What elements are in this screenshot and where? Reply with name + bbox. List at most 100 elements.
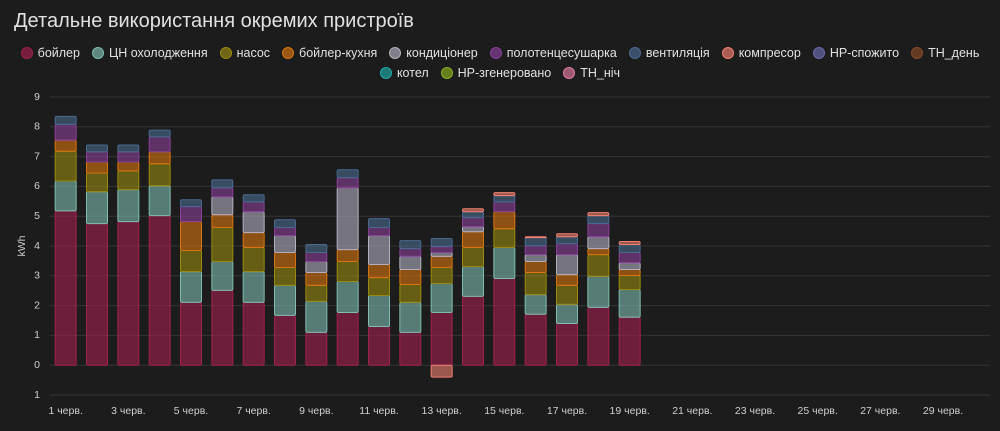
bar-segment	[556, 236, 578, 245]
legend-item[interactable]: HP-згенеровано	[440, 66, 551, 80]
legend-label: компресор	[738, 46, 801, 60]
legend-item[interactable]: ТН_ніч	[563, 66, 620, 80]
legend-label: котел	[396, 66, 429, 80]
bar-segment	[211, 179, 234, 189]
y-tick-label: 7	[34, 150, 40, 162]
x-tick-label: 3 черв.	[111, 405, 145, 417]
legend-item[interactable]: бойлер-кухня	[282, 46, 377, 60]
bar-segment	[336, 187, 359, 251]
legend-swatch	[219, 47, 232, 59]
bar-segment	[211, 260, 234, 291]
x-tick-label: 7 черв.	[236, 405, 270, 417]
bar-segment	[556, 274, 578, 286]
bar-segment	[524, 237, 547, 247]
bar-segment	[180, 271, 202, 303]
bar-segment	[430, 238, 453, 248]
bar-segment	[368, 235, 390, 265]
bar-segment	[430, 246, 453, 254]
bar-segment	[493, 228, 516, 248]
bar-segment	[148, 185, 171, 217]
bar-segment	[148, 215, 171, 366]
bar-segment	[274, 235, 296, 254]
legend-swatch	[563, 67, 576, 79]
bar-segment	[524, 260, 547, 274]
bar-segment	[180, 199, 202, 208]
bar-segment	[54, 150, 77, 182]
bar-segment	[556, 303, 578, 324]
legend-swatch	[628, 47, 641, 59]
bar-segment	[305, 272, 328, 286]
bar-segment	[493, 277, 516, 366]
bar-segment	[399, 248, 422, 257]
bar-segment	[274, 227, 296, 237]
bar-segment	[242, 271, 265, 303]
bar-segment	[148, 163, 171, 187]
legend-label: ЦН охолодження	[108, 46, 208, 60]
bar-segment	[587, 215, 610, 225]
legend-label: ТН_ніч	[580, 66, 621, 80]
bar-segment	[430, 266, 453, 285]
bar-segment	[54, 123, 77, 141]
legend-item[interactable]: бойлер	[20, 46, 80, 60]
y-tick-label: 1	[34, 389, 40, 401]
y-tick-label: 0	[34, 359, 40, 371]
bar-segment	[368, 325, 390, 366]
bar-segment	[368, 227, 390, 237]
bar-segment	[86, 151, 108, 163]
y-tick-label: 5	[34, 210, 40, 222]
bar-segment	[368, 277, 390, 296]
legend-item[interactable]: ЦН охолодження	[91, 46, 208, 60]
bar-segment	[242, 194, 265, 203]
bar-segment	[54, 115, 77, 125]
bar-segment	[524, 236, 547, 239]
y-tick-label: 4	[34, 240, 40, 252]
bar-segment	[430, 283, 453, 313]
x-tick-label: 27 черв.	[860, 405, 900, 417]
bar-segment	[524, 294, 547, 315]
bar-segment	[493, 195, 516, 203]
bar-segment	[493, 201, 516, 213]
bar-segment	[54, 139, 77, 152]
legend: бойлер ЦН охолодження насос бойлер-кухня кон…	[20, 46, 980, 80]
bar-segment	[399, 283, 422, 303]
bar-segment	[148, 129, 171, 138]
bar-segment	[368, 263, 390, 279]
bar-segment	[556, 284, 578, 305]
legend-swatch	[489, 47, 502, 59]
legend-item[interactable]: насос	[219, 46, 271, 60]
bar-segment	[242, 301, 265, 366]
legend-item[interactable]: HP-спожито	[812, 46, 899, 60]
bar-segment	[242, 232, 265, 248]
legend-item[interactable]: компресор	[721, 46, 801, 60]
bar-segment	[462, 208, 484, 213]
bar-segment	[587, 212, 610, 217]
bar-segment	[54, 210, 77, 366]
bar-segment	[368, 218, 390, 229]
bar-segment	[618, 316, 641, 366]
bar-segment	[274, 252, 296, 268]
legend-item[interactable]: вентиляція	[628, 46, 710, 60]
legend-item[interactable]: ТН_день	[911, 46, 979, 60]
bar-segment	[493, 211, 516, 230]
legend-label: насос	[236, 46, 271, 60]
bar-segment	[305, 260, 328, 274]
legend-item[interactable]: кондиціонер	[389, 46, 478, 60]
legend-item[interactable]: полотенцесушарка	[489, 46, 617, 60]
legend-item[interactable]: котел	[379, 66, 429, 80]
legend-swatch	[911, 47, 924, 59]
legend-swatch	[721, 47, 734, 59]
x-tick-label: 13 черв.	[422, 405, 462, 417]
bar-segment	[117, 189, 140, 223]
bar-segment	[399, 331, 422, 366]
bar-segment	[305, 284, 328, 302]
bar-segment	[368, 294, 390, 327]
legend-swatch	[20, 47, 33, 59]
bar-segment	[117, 221, 140, 366]
bar-segment	[274, 284, 296, 316]
bar-segment	[618, 241, 641, 246]
legend-swatch	[282, 47, 295, 59]
bar-segment	[148, 136, 171, 153]
bar-segment	[462, 266, 484, 297]
bar-segment	[305, 331, 328, 366]
